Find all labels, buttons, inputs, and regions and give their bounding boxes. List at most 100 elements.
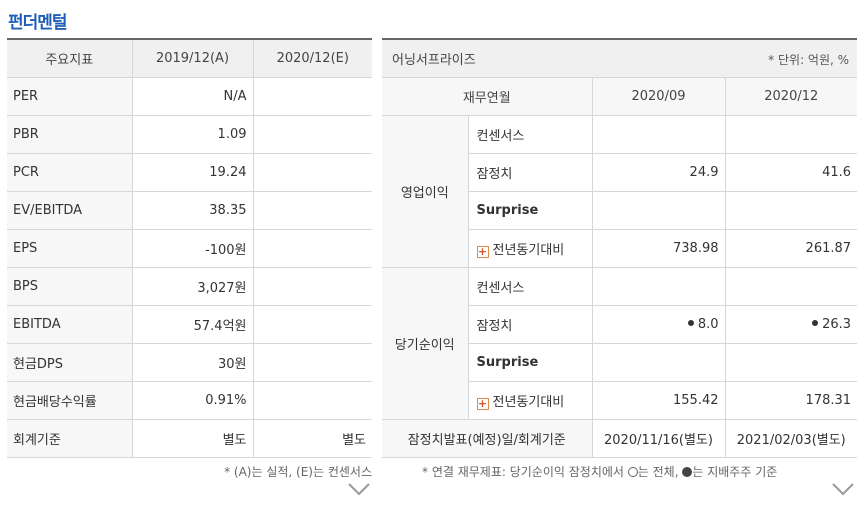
value-2020-09: 738.98 bbox=[591, 228, 726, 268]
value-2020-12 bbox=[724, 266, 858, 306]
value-2020 bbox=[252, 266, 372, 306]
earnings-title: 어닝서프라이즈 bbox=[392, 52, 476, 68]
value-2020-09 bbox=[591, 342, 726, 382]
indicator-label: 회계기준 bbox=[7, 418, 133, 458]
value-2020 bbox=[252, 190, 372, 230]
header-indicator: 주요지표 bbox=[7, 38, 133, 78]
table-row: EV/EBITDA 38.35 bbox=[7, 190, 372, 230]
value-2020-12 bbox=[724, 190, 858, 230]
table-row: PCR 19.24 bbox=[7, 152, 372, 192]
value-text: 24.9 bbox=[689, 164, 719, 180]
table-row: 현금DPS 30원 bbox=[7, 342, 372, 382]
section-title: 펀더멘털 bbox=[8, 13, 68, 33]
value-text: 155.42 bbox=[673, 392, 719, 408]
value-2019: 30원 bbox=[131, 342, 254, 382]
indicator-label: 현금DPS bbox=[7, 342, 133, 382]
value-2020-09 bbox=[591, 266, 726, 306]
right-footnote: * 연결 재무제표: 당기순이익 잠정치에서 는 전체, 는 지배주주 기준 bbox=[422, 463, 777, 480]
value-2019: 1.09 bbox=[131, 114, 254, 154]
value-2020 bbox=[252, 228, 372, 268]
indicator-label: PCR bbox=[7, 152, 133, 192]
row-label: 잠정치 bbox=[468, 152, 593, 192]
value-2020-09: 8.0 bbox=[591, 304, 726, 344]
value-text: 8.0 bbox=[697, 316, 719, 332]
table-row: PBR 1.09 bbox=[7, 114, 372, 154]
table-row: PER N/A bbox=[7, 76, 372, 116]
footnote-prefix: * 연결 재무제표: 당기순이익 잠정치에서 bbox=[422, 465, 624, 479]
table-row: 현금배당수익률 0.91% bbox=[7, 380, 372, 420]
indicator-label: EPS bbox=[7, 228, 133, 268]
value-2020-12: 41.6 bbox=[724, 152, 858, 192]
value-text: 41.6 bbox=[822, 164, 852, 180]
chevron-down-icon[interactable] bbox=[347, 482, 371, 496]
value-2020-12: 178.31 bbox=[724, 380, 858, 420]
release-date-row: 잠정치발표(예정)일/회계기준 2020/11/16(별도) 2021/02/0… bbox=[382, 418, 858, 458]
value-2019: 0.91% bbox=[131, 380, 254, 420]
value-2019: 19.24 bbox=[131, 152, 254, 192]
row-label: + 전년동기대비 bbox=[468, 228, 593, 268]
value-2020 bbox=[252, 152, 372, 192]
expand-plus-icon[interactable]: + bbox=[476, 244, 489, 258]
row-label-text: 잠정치 bbox=[476, 166, 513, 182]
indicator-label: PER bbox=[7, 76, 133, 116]
unit-label: * 단위: 억원, % bbox=[768, 53, 850, 67]
table-row: 당기순이익 컨센서스 bbox=[382, 266, 858, 420]
value-2019: 57.4억원 bbox=[131, 304, 254, 344]
group-label: 영업이익 bbox=[382, 114, 469, 268]
header-2020-12: 2020/12 bbox=[724, 76, 858, 116]
expand-plus-icon[interactable]: + bbox=[476, 396, 489, 410]
table-row: 잠정치 8.0 26.3 bbox=[382, 304, 858, 344]
indicator-label: PBR bbox=[7, 114, 133, 154]
value-2020 bbox=[252, 380, 372, 420]
value-2020-12 bbox=[724, 114, 858, 154]
table-row: 잠정치 24.9 41.6 bbox=[382, 152, 858, 192]
value-2020-09: 155.42 bbox=[591, 380, 726, 420]
value-2020-09: 24.9 bbox=[591, 152, 726, 192]
key-indicators-table: 주요지표 2019/12(A) 2020/12(E) PER N/A PBR 1.09… bbox=[7, 38, 372, 458]
filled-circle-icon bbox=[682, 467, 693, 477]
value-2019: 38.35 bbox=[131, 190, 254, 230]
value-text: 26.3 bbox=[822, 316, 852, 332]
row-label: + 전년동기대비 bbox=[468, 380, 593, 420]
value-2020 bbox=[252, 342, 372, 382]
value-2020 bbox=[252, 304, 372, 344]
filled-dot-icon bbox=[687, 319, 694, 326]
value-2020-12: 261.87 bbox=[724, 228, 858, 268]
footnote-fill: 는 지배주주 기준 bbox=[692, 465, 778, 479]
indicator-label: 현금배당수익률 bbox=[7, 380, 133, 420]
row-label-text: 잠정치 bbox=[476, 318, 513, 334]
header-period: 재무연월 bbox=[382, 76, 593, 116]
chevron-down-icon[interactable] bbox=[831, 482, 855, 496]
row-label-text: 전년동기대비 bbox=[492, 242, 565, 258]
value-2019: 별도 bbox=[131, 418, 254, 458]
value-2020-12: 26.3 bbox=[724, 304, 858, 344]
table-row: Surprise bbox=[382, 342, 858, 382]
table-row: + 전년동기대비 155.42 178.31 bbox=[382, 380, 858, 420]
left-footnote: * (A)는 실적, (E)는 컨센서스 bbox=[224, 465, 372, 479]
value-2020 bbox=[252, 114, 372, 154]
value-2020 bbox=[252, 76, 372, 116]
table-row: EBITDA 57.4억원 bbox=[7, 304, 372, 344]
value-text: 261.87 bbox=[805, 240, 852, 256]
release-date-2020-09: 2020/11/16(별도) bbox=[591, 418, 726, 458]
row-label: 컨센서스 bbox=[467, 114, 593, 154]
table-row: EPS -100원 bbox=[7, 228, 372, 268]
table-row: BPS 3,027원 bbox=[7, 266, 372, 306]
header-2020-09: 2020/09 bbox=[591, 76, 726, 116]
earnings-title-row: 어닝서프라이즈 * 단위: 억원, % bbox=[382, 38, 858, 78]
open-circle-icon bbox=[627, 467, 638, 477]
table-row: 회계기준 별도 별도 bbox=[7, 418, 372, 458]
header-2019: 2019/12(A) bbox=[131, 38, 254, 78]
row-label: Surprise bbox=[468, 342, 593, 382]
row-label-text: 컨센서스 bbox=[476, 280, 525, 296]
row-label: 잠정치 bbox=[468, 304, 593, 344]
row-label-text: Surprise bbox=[476, 202, 539, 218]
value-2020-09 bbox=[591, 114, 726, 154]
table-row: Surprise bbox=[382, 190, 858, 230]
row-label-text: Surprise bbox=[476, 354, 539, 370]
row-label-text: 전년동기대비 bbox=[492, 394, 565, 410]
table-header-row: 주요지표 2019/12(A) 2020/12(E) bbox=[7, 38, 372, 78]
row-label: Surprise bbox=[468, 190, 593, 230]
indicator-label: EV/EBITDA bbox=[7, 190, 133, 230]
release-date-label: 잠정치발표(예정)일/회계기준 bbox=[382, 418, 593, 458]
